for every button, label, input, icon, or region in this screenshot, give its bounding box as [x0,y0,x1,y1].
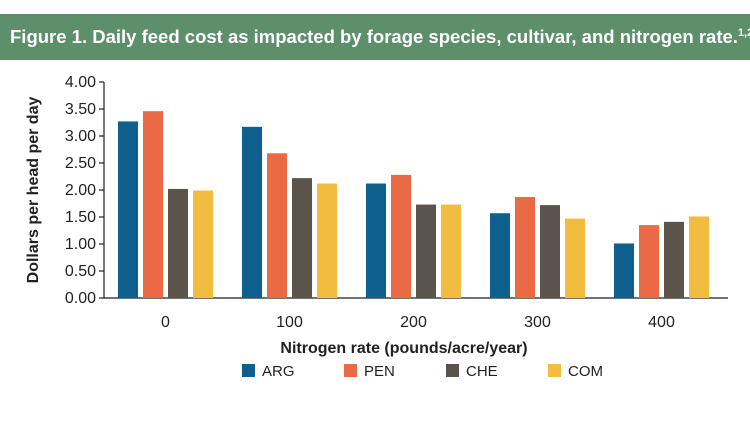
bar-pen [639,225,659,298]
y-tick-label: 0.50 [65,263,96,280]
y-tick-label: 1.50 [65,209,96,226]
bar-arg [490,213,510,298]
y-tick-label: 0.00 [65,290,96,307]
bar-pen [267,153,287,298]
legend-label-arg: ARG [262,363,295,380]
x-tick-label: 100 [276,314,303,331]
y-tick-label: 3.00 [65,128,96,145]
figure-title-banner: Figure 1. Daily feed cost as impacted by… [0,14,750,60]
bar-com [441,204,461,298]
legend-label-com: COM [568,363,603,380]
bar-che [416,204,436,298]
figure-title-superscript: 1,2 [737,26,750,39]
bar-com [689,216,709,298]
bar-arg [118,121,138,298]
y-tick-label: 2.00 [65,182,96,199]
x-tick-label: 400 [648,314,675,331]
y-tick-label: 2.50 [65,155,96,172]
y-tick-label: 4.00 [65,74,96,91]
legend-swatch-com [548,364,561,377]
bar-pen [391,174,411,298]
bar-com [317,183,337,298]
figure-title: Figure 1. Daily feed cost as impacted by… [10,26,750,48]
bar-che [540,205,560,298]
bar-arg [242,126,262,298]
bar-che [168,188,188,298]
x-tick-label: 0 [161,314,170,331]
bar-pen [515,197,535,298]
legend-label-pen: PEN [364,363,395,380]
bar-che [292,178,312,298]
legend-label-che: CHE [466,363,498,380]
x-axis-title: Nitrogen rate (pounds/acre/year) [280,340,527,357]
bar-pen [143,111,163,298]
y-tick-label: 3.50 [65,101,96,118]
x-tick-label: 300 [524,314,551,331]
legend-swatch-arg [242,364,255,377]
bar-che [664,221,684,298]
y-tick-label: 1.00 [65,236,96,253]
bar-com [565,218,585,298]
legend-swatch-che [446,364,459,377]
legend-swatch-pen [344,364,357,377]
bar-com [193,190,213,298]
figure-title-text: Figure 1. Daily feed cost as impacted by… [10,26,738,47]
y-axis-title: Dollars per head per day [25,97,42,284]
bar-arg [614,243,634,298]
bar-arg [366,183,386,298]
x-tick-label: 200 [400,314,427,331]
